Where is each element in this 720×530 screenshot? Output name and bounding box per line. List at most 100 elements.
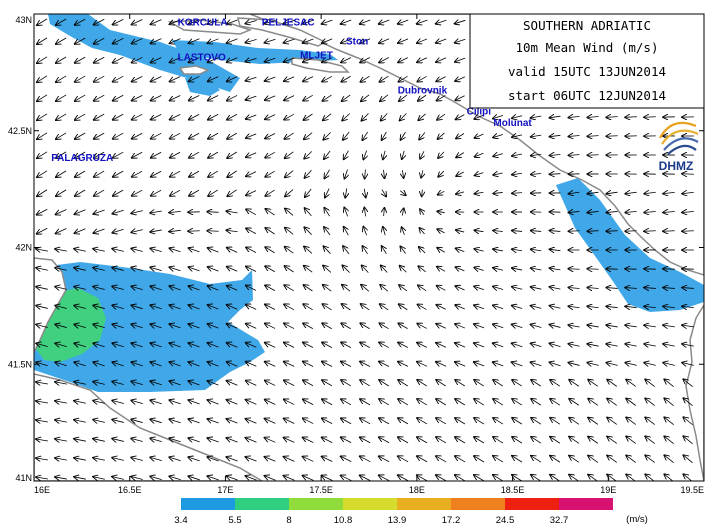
wind-arrow xyxy=(113,113,124,120)
wind-arrow xyxy=(474,475,485,481)
wind-arrow xyxy=(455,286,465,290)
wind-arrow xyxy=(94,18,105,24)
wind-arrow xyxy=(150,457,162,460)
wind-arrow xyxy=(74,458,86,460)
wind-arrow xyxy=(245,20,257,23)
wind-arrow xyxy=(400,246,406,254)
wind-arrow xyxy=(455,399,466,406)
wind-arrow xyxy=(227,38,238,43)
wind-arrow xyxy=(400,266,407,273)
wind-arrow xyxy=(588,418,599,425)
wind-arrow xyxy=(112,362,124,366)
wind-arrow xyxy=(550,231,561,232)
wind-arrow xyxy=(683,455,693,464)
wind-arrow xyxy=(189,76,200,82)
wind-arrow xyxy=(398,456,409,463)
wind-arrow xyxy=(606,325,618,327)
wind-arrow xyxy=(151,57,162,63)
wind-arrow xyxy=(455,343,466,347)
wind-arrow xyxy=(265,247,275,254)
wind-arrow xyxy=(131,457,143,460)
wind-arrow xyxy=(380,75,389,82)
wind-arrow xyxy=(587,211,599,212)
wind-arrow xyxy=(131,230,143,233)
colorbar-threshold: 3.4 xyxy=(174,515,187,526)
wind-arrow xyxy=(360,456,371,463)
wind-arrow xyxy=(399,75,408,81)
lon-tick-label: 16E xyxy=(34,485,50,495)
wind-arrow xyxy=(227,324,238,329)
place-label: MLJET xyxy=(300,50,333,61)
wind-arrow xyxy=(474,399,485,406)
wind-arrow xyxy=(512,475,523,481)
wind-arrow xyxy=(189,151,200,158)
wind-arrow xyxy=(112,458,124,461)
wind-arrow xyxy=(246,266,257,272)
wind-arrow xyxy=(360,475,371,481)
wind-arrow xyxy=(399,304,408,311)
wind-arrow xyxy=(265,457,276,462)
wind-arrow xyxy=(150,230,162,232)
wind-arrow xyxy=(284,20,295,23)
wind-arrow xyxy=(512,249,523,251)
wind-arrow xyxy=(227,132,238,139)
colorbar-swatch xyxy=(559,498,613,510)
wind-arrow xyxy=(381,113,388,120)
wind-arrow xyxy=(436,456,447,463)
wind-arrow xyxy=(169,438,181,442)
wind-arrow xyxy=(227,381,238,386)
wind-arrow xyxy=(112,229,124,232)
wind-arrow xyxy=(284,266,294,273)
wind-arrow xyxy=(493,268,504,270)
wind-arrow xyxy=(112,268,124,271)
wind-arrow xyxy=(189,38,200,44)
wind-arrow xyxy=(588,399,599,406)
wind-arrow xyxy=(323,94,332,101)
wind-arrow xyxy=(342,265,350,273)
wind-arrow xyxy=(606,344,618,346)
wind-arrow xyxy=(188,419,200,423)
wind-arrow xyxy=(398,418,409,425)
wind-arrow xyxy=(417,343,428,348)
wind-arrow xyxy=(132,57,143,62)
wind-arrow xyxy=(380,304,389,311)
wind-arrow xyxy=(493,324,504,327)
wind-arrow xyxy=(379,342,389,348)
place-label: Molunat xyxy=(493,118,532,129)
wind-arrow xyxy=(588,437,599,444)
wind-arrow xyxy=(550,249,561,250)
wind-arrow xyxy=(512,418,523,425)
wind-arrow xyxy=(36,458,48,460)
wind-arrow xyxy=(226,438,238,442)
wind-arrow xyxy=(401,131,406,140)
wind-arrow xyxy=(474,362,485,366)
lastovo-island xyxy=(178,65,210,75)
wind-arrow xyxy=(188,400,200,404)
wind-arrow xyxy=(341,39,352,43)
wind-arrow xyxy=(663,288,675,289)
wind-arrow xyxy=(455,475,466,481)
wind-arrow xyxy=(208,343,219,347)
wind-arrow xyxy=(246,115,257,119)
wind-arrow xyxy=(569,456,580,463)
wind-arrow xyxy=(361,285,370,292)
wind-arrow xyxy=(664,398,674,406)
wind-arrow xyxy=(169,419,181,423)
wind-arrow xyxy=(379,38,390,43)
wind-arrow xyxy=(246,362,257,367)
wind-arrow xyxy=(531,399,542,406)
wind-arrow xyxy=(36,382,48,384)
wind-arrow xyxy=(569,211,580,212)
wind-arrow xyxy=(607,399,618,406)
wind-arrow xyxy=(227,189,237,196)
wind-arrow xyxy=(569,475,580,481)
wind-arrow xyxy=(226,211,238,213)
wind-arrow xyxy=(303,39,314,43)
wind-arrow xyxy=(323,266,332,273)
wind-arrow xyxy=(417,57,428,63)
wind-arrow xyxy=(246,381,257,386)
wind-arrow xyxy=(568,344,580,346)
wind-arrow xyxy=(246,134,257,138)
wind-arrow xyxy=(227,151,238,158)
